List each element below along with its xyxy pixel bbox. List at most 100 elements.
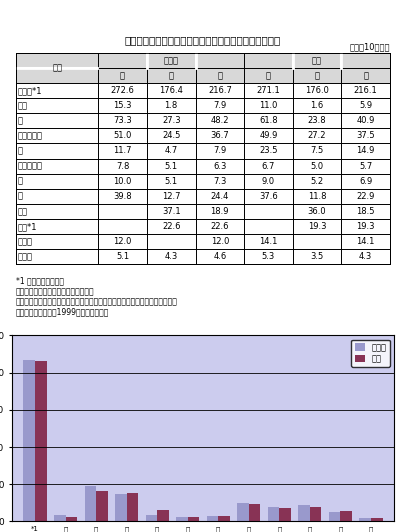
Text: 4.6: 4.6 <box>213 252 226 261</box>
Text: 計: 計 <box>362 71 367 80</box>
Text: 白血病: 白血病 <box>18 252 33 261</box>
Bar <box>328 512 339 521</box>
Text: 7.8: 7.8 <box>115 162 129 171</box>
Text: 1.8: 1.8 <box>164 101 177 110</box>
Text: 胃: 胃 <box>18 117 23 125</box>
Text: 5.9: 5.9 <box>358 101 371 110</box>
Text: 女: 女 <box>168 71 173 80</box>
Bar <box>16 68 389 83</box>
Text: 男: 男 <box>120 71 125 80</box>
Text: 39.8: 39.8 <box>113 192 132 201</box>
Text: 73.3: 73.3 <box>113 117 132 125</box>
Text: 肺: 肺 <box>18 192 23 201</box>
Text: 10.0: 10.0 <box>113 177 132 186</box>
Text: 乳房: 乳房 <box>18 207 28 216</box>
Bar <box>115 494 126 521</box>
Text: 4.7: 4.7 <box>164 146 177 155</box>
Text: 5.1: 5.1 <box>116 252 129 261</box>
Bar <box>237 503 248 521</box>
Bar <box>126 494 138 521</box>
Text: 12.7: 12.7 <box>162 192 180 201</box>
Text: 37.6: 37.6 <box>258 192 277 201</box>
Text: 結腸・直腸: 結腸・直腸 <box>18 131 43 140</box>
Text: 23.5: 23.5 <box>258 146 277 155</box>
Text: 19.3: 19.3 <box>356 222 374 231</box>
Text: 37.1: 37.1 <box>162 207 180 216</box>
Text: 12.0: 12.0 <box>113 237 132 246</box>
Text: 176.0: 176.0 <box>305 86 328 95</box>
Bar <box>248 504 260 521</box>
Bar <box>206 516 218 521</box>
Bar <box>358 518 370 521</box>
Bar <box>16 53 389 68</box>
Text: 膵: 膵 <box>18 177 23 186</box>
Bar <box>279 508 290 521</box>
Text: 1.6: 1.6 <box>310 101 323 110</box>
Bar <box>157 510 168 521</box>
Text: 7.9: 7.9 <box>213 146 226 155</box>
Text: 61.8: 61.8 <box>258 117 277 125</box>
Bar <box>54 516 66 521</box>
Text: 3.5: 3.5 <box>310 252 323 261</box>
Text: 5.1: 5.1 <box>164 162 177 171</box>
Text: （津熊班）による1999年の全国推計値: （津熊班）による1999年の全国推計値 <box>16 307 109 317</box>
Text: 24.4: 24.4 <box>210 192 228 201</box>
Text: 49.9: 49.9 <box>259 131 277 140</box>
Text: 22.9: 22.9 <box>356 192 374 201</box>
Text: 5.3: 5.3 <box>261 252 275 261</box>
Text: 23.8: 23.8 <box>307 117 326 125</box>
Text: 7.3: 7.3 <box>213 177 226 186</box>
Text: （人口10万対）: （人口10万対） <box>349 43 389 52</box>
Text: *1 上皮内がんを含む: *1 上皮内がんを含む <box>16 277 64 286</box>
Text: 22.6: 22.6 <box>210 222 228 231</box>
Text: 男: 男 <box>265 71 270 80</box>
Text: 37.5: 37.5 <box>356 131 374 140</box>
Text: 36.0: 36.0 <box>307 207 326 216</box>
Text: 24.5: 24.5 <box>162 131 180 140</box>
Text: 全国：厚生省がん研究助成金「地域がん登録の精度向上と活用に関する研究」: 全国：厚生省がん研究助成金「地域がん登録の精度向上と活用に関する研究」 <box>16 297 177 306</box>
Text: 前立腺: 前立腺 <box>18 237 33 246</box>
Text: 新潟県: 新潟県 <box>163 56 178 65</box>
Text: 18.5: 18.5 <box>356 207 374 216</box>
Text: 36.7: 36.7 <box>210 131 229 140</box>
Text: 19.3: 19.3 <box>307 222 326 231</box>
Text: 271.1: 271.1 <box>256 86 279 95</box>
Text: 22.6: 22.6 <box>162 222 180 231</box>
Text: 51.0: 51.0 <box>113 131 132 140</box>
Bar <box>370 518 382 521</box>
Text: 5.0: 5.0 <box>310 162 323 171</box>
Text: 18.9: 18.9 <box>210 207 228 216</box>
Text: 272.6: 272.6 <box>111 86 134 95</box>
Text: 全国: 全国 <box>311 56 321 65</box>
Text: 7.5: 7.5 <box>310 146 323 155</box>
Text: 11.7: 11.7 <box>113 146 132 155</box>
Text: 6.3: 6.3 <box>213 162 226 171</box>
Text: 6.9: 6.9 <box>358 177 371 186</box>
Bar <box>298 504 309 521</box>
Text: 12.0: 12.0 <box>210 237 228 246</box>
Text: 11.8: 11.8 <box>307 192 326 201</box>
Text: 5.2: 5.2 <box>310 177 323 186</box>
Text: 11.0: 11.0 <box>259 101 277 110</box>
Text: 年齢調整：世界人口を標準人口とする: 年齢調整：世界人口を標準人口とする <box>16 287 94 296</box>
Bar <box>84 486 96 521</box>
Text: 胆嚢・胆管: 胆嚢・胆管 <box>18 162 43 171</box>
Text: 9.0: 9.0 <box>261 177 274 186</box>
Text: 27.2: 27.2 <box>307 131 326 140</box>
Text: 計: 計 <box>217 71 222 80</box>
Text: 176.4: 176.4 <box>159 86 183 95</box>
Text: 40.9: 40.9 <box>356 117 374 125</box>
Text: 4.3: 4.3 <box>164 252 177 261</box>
Text: 14.1: 14.1 <box>356 237 374 246</box>
Bar <box>218 516 229 521</box>
Text: 7.9: 7.9 <box>213 101 226 110</box>
Text: 27.3: 27.3 <box>162 117 180 125</box>
Bar <box>96 491 107 521</box>
Text: 15.3: 15.3 <box>113 101 132 110</box>
Bar <box>176 517 187 521</box>
Bar <box>339 511 351 521</box>
Text: 女: 女 <box>314 71 319 80</box>
Bar <box>309 507 321 521</box>
Text: 14.1: 14.1 <box>259 237 277 246</box>
Text: 216.1: 216.1 <box>353 86 377 95</box>
